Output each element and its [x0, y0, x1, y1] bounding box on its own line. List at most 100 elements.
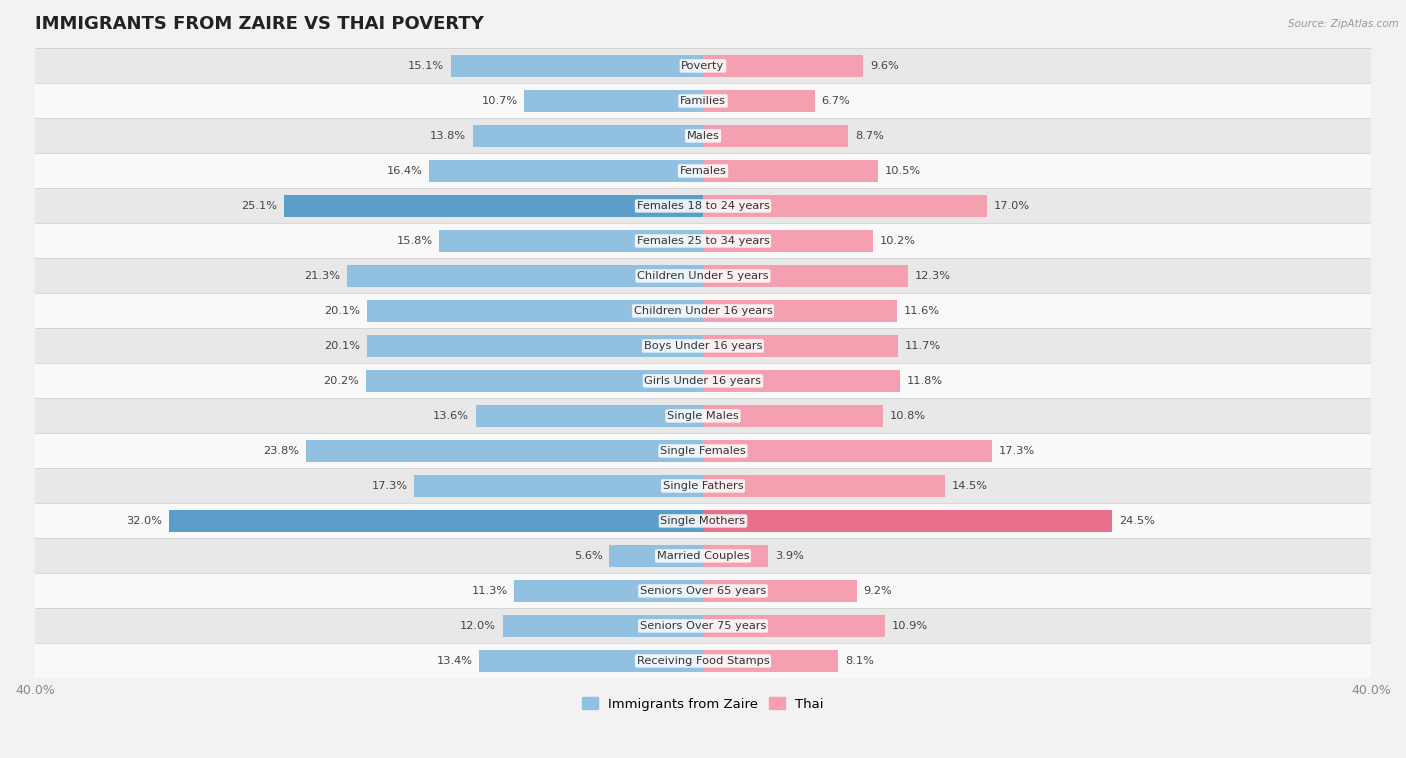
Bar	[703, 230, 873, 252]
Bar	[703, 125, 848, 147]
Bar	[305, 440, 703, 462]
Text: 11.8%: 11.8%	[907, 376, 943, 386]
Text: 13.6%: 13.6%	[433, 411, 470, 421]
Bar	[703, 475, 945, 496]
Bar	[347, 265, 703, 287]
Text: 25.1%: 25.1%	[240, 201, 277, 211]
Bar	[703, 335, 898, 357]
Text: 11.6%: 11.6%	[904, 306, 939, 316]
Bar	[515, 580, 703, 602]
Bar	[413, 475, 703, 496]
Bar	[524, 90, 703, 111]
Bar	[169, 510, 703, 532]
Bar	[366, 370, 703, 392]
Bar	[703, 265, 908, 287]
Text: 11.3%: 11.3%	[471, 586, 508, 596]
Bar	[35, 609, 1371, 644]
Bar	[439, 230, 703, 252]
Text: 9.6%: 9.6%	[870, 61, 898, 71]
Text: Females 25 to 34 years: Females 25 to 34 years	[637, 236, 769, 246]
Text: Children Under 5 years: Children Under 5 years	[637, 271, 769, 281]
Text: 10.8%: 10.8%	[890, 411, 927, 421]
Text: Receiving Food Stamps: Receiving Food Stamps	[637, 656, 769, 666]
Bar	[367, 335, 703, 357]
Bar	[35, 468, 1371, 503]
Text: Single Females: Single Females	[661, 446, 745, 456]
Text: 8.1%: 8.1%	[845, 656, 875, 666]
Bar	[35, 224, 1371, 258]
Text: Boys Under 16 years: Boys Under 16 years	[644, 341, 762, 351]
Bar	[35, 644, 1371, 678]
Text: 17.3%: 17.3%	[371, 481, 408, 491]
Text: Poverty: Poverty	[682, 61, 724, 71]
Text: 3.9%: 3.9%	[775, 551, 804, 561]
Bar	[703, 300, 897, 322]
Text: 20.1%: 20.1%	[325, 306, 360, 316]
Text: 10.7%: 10.7%	[481, 96, 517, 106]
Bar	[502, 615, 703, 637]
Text: Married Couples: Married Couples	[657, 551, 749, 561]
Text: Single Males: Single Males	[666, 411, 740, 421]
Text: Seniors Over 65 years: Seniors Over 65 years	[640, 586, 766, 596]
Bar	[703, 580, 856, 602]
Bar	[35, 293, 1371, 328]
Text: Families: Families	[681, 96, 725, 106]
Bar	[35, 83, 1371, 118]
Text: 11.7%: 11.7%	[905, 341, 941, 351]
Bar	[703, 90, 815, 111]
Text: Single Fathers: Single Fathers	[662, 481, 744, 491]
Text: Females: Females	[679, 166, 727, 176]
Text: Females 18 to 24 years: Females 18 to 24 years	[637, 201, 769, 211]
Bar	[703, 195, 987, 217]
Text: 13.8%: 13.8%	[430, 131, 465, 141]
Text: 17.0%: 17.0%	[994, 201, 1029, 211]
Text: 9.2%: 9.2%	[863, 586, 891, 596]
Text: 24.5%: 24.5%	[1119, 516, 1154, 526]
Text: Single Mothers: Single Mothers	[661, 516, 745, 526]
Text: 16.4%: 16.4%	[387, 166, 422, 176]
Text: Seniors Over 75 years: Seniors Over 75 years	[640, 621, 766, 631]
Bar	[367, 300, 703, 322]
Bar	[35, 118, 1371, 153]
Text: 12.3%: 12.3%	[915, 271, 950, 281]
Legend: Immigrants from Zaire, Thai: Immigrants from Zaire, Thai	[576, 692, 830, 716]
Bar	[703, 370, 900, 392]
Text: 32.0%: 32.0%	[127, 516, 162, 526]
Bar	[479, 650, 703, 672]
Text: 20.2%: 20.2%	[323, 376, 359, 386]
Text: 5.6%: 5.6%	[574, 551, 603, 561]
Bar	[35, 573, 1371, 609]
Bar	[472, 125, 703, 147]
Text: 6.7%: 6.7%	[821, 96, 851, 106]
Bar	[35, 49, 1371, 83]
Bar	[35, 434, 1371, 468]
Bar	[429, 160, 703, 182]
Text: 15.8%: 15.8%	[396, 236, 433, 246]
Text: Children Under 16 years: Children Under 16 years	[634, 306, 772, 316]
Text: 17.3%: 17.3%	[998, 446, 1035, 456]
Bar	[35, 363, 1371, 399]
Bar	[284, 195, 703, 217]
Bar	[35, 328, 1371, 363]
Bar	[35, 153, 1371, 189]
Bar	[35, 399, 1371, 434]
Bar	[703, 650, 838, 672]
Bar	[35, 258, 1371, 293]
Bar	[475, 405, 703, 427]
Bar	[35, 538, 1371, 573]
Bar	[703, 440, 993, 462]
Text: Girls Under 16 years: Girls Under 16 years	[644, 376, 762, 386]
Bar	[451, 55, 703, 77]
Bar	[703, 545, 768, 567]
Text: 10.2%: 10.2%	[880, 236, 917, 246]
Text: IMMIGRANTS FROM ZAIRE VS THAI POVERTY: IMMIGRANTS FROM ZAIRE VS THAI POVERTY	[35, 15, 484, 33]
Text: 23.8%: 23.8%	[263, 446, 299, 456]
Bar	[703, 405, 883, 427]
Bar	[703, 615, 884, 637]
Text: 10.9%: 10.9%	[891, 621, 928, 631]
Bar	[609, 545, 703, 567]
Bar	[703, 160, 879, 182]
Bar	[703, 55, 863, 77]
Text: 10.5%: 10.5%	[884, 166, 921, 176]
Text: 14.5%: 14.5%	[952, 481, 988, 491]
